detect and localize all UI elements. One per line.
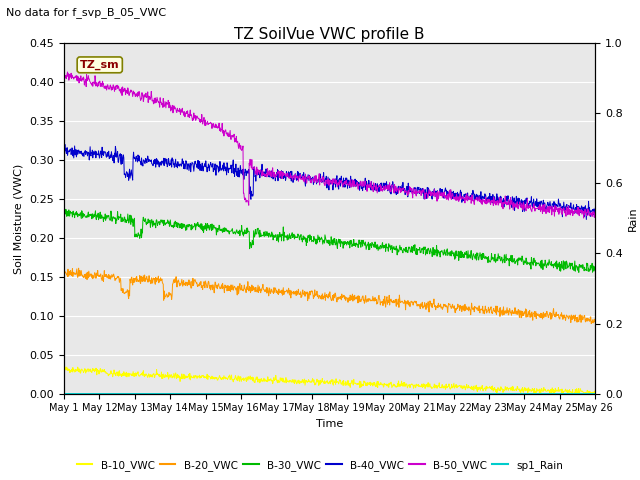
B-40_VWC — [351, 183, 358, 189]
B-40_VWC — [582, 216, 590, 222]
Text: No data for f_svp_B_05_VWC: No data for f_svp_B_05_VWC — [6, 7, 166, 18]
B-20_VWC — [588, 321, 595, 326]
B-30_VWC — [60, 212, 68, 217]
B-30_VWC — [62, 206, 70, 212]
B-30_VWC — [575, 269, 582, 275]
B-30_VWC — [239, 233, 247, 239]
B-50_VWC — [60, 70, 68, 76]
X-axis label: Time: Time — [316, 419, 343, 429]
Title: TZ SoilVue VWC profile B: TZ SoilVue VWC profile B — [234, 27, 425, 42]
B-10_VWC — [291, 377, 299, 383]
B-50_VWC — [150, 98, 158, 104]
B-50_VWC — [580, 215, 588, 221]
B-20_VWC — [239, 288, 247, 294]
Legend: B-10_VWC, B-20_VWC, B-30_VWC, B-40_VWC, B-50_VWC, sp1_Rain: B-10_VWC, B-20_VWC, B-30_VWC, B-40_VWC, … — [72, 456, 568, 475]
B-10_VWC — [591, 388, 599, 394]
B-20_VWC — [150, 276, 158, 282]
B-10_VWC — [131, 373, 139, 379]
sp1_Rain — [339, 391, 347, 396]
sp1_Rain — [239, 391, 247, 396]
B-40_VWC — [61, 142, 68, 147]
sp1_Rain — [131, 391, 138, 396]
sp1_Rain — [150, 391, 157, 396]
sp1_Rain — [291, 391, 298, 396]
B-50_VWC — [340, 181, 348, 187]
Line: B-10_VWC: B-10_VWC — [64, 367, 595, 394]
B-20_VWC — [591, 317, 599, 323]
B-10_VWC — [150, 371, 158, 377]
B-10_VWC — [530, 391, 538, 396]
Y-axis label: Rain: Rain — [628, 206, 638, 231]
B-20_VWC — [340, 294, 348, 300]
B-50_VWC — [351, 183, 358, 189]
B-50_VWC — [239, 190, 247, 196]
B-50_VWC — [131, 92, 139, 97]
B-50_VWC — [64, 69, 72, 75]
B-40_VWC — [150, 157, 158, 163]
B-30_VWC — [131, 234, 139, 240]
B-50_VWC — [291, 177, 299, 182]
B-30_VWC — [291, 233, 299, 239]
B-30_VWC — [340, 241, 348, 247]
B-10_VWC — [63, 364, 70, 370]
B-40_VWC — [239, 166, 247, 172]
B-20_VWC — [75, 265, 83, 271]
B-40_VWC — [291, 174, 299, 180]
B-10_VWC — [60, 366, 68, 372]
B-10_VWC — [351, 380, 358, 386]
B-40_VWC — [131, 155, 139, 160]
B-30_VWC — [351, 242, 358, 248]
B-20_VWC — [131, 276, 139, 282]
B-40_VWC — [340, 175, 348, 181]
B-40_VWC — [60, 150, 68, 156]
B-20_VWC — [60, 270, 68, 276]
sp1_Rain — [591, 391, 599, 396]
B-30_VWC — [150, 222, 158, 228]
Y-axis label: Soil Moisture (VWC): Soil Moisture (VWC) — [14, 163, 24, 274]
Line: B-20_VWC: B-20_VWC — [64, 268, 595, 324]
B-20_VWC — [351, 292, 358, 298]
Line: B-40_VWC: B-40_VWC — [64, 144, 595, 219]
Text: TZ_sm: TZ_sm — [80, 60, 120, 70]
B-30_VWC — [591, 267, 599, 273]
sp1_Rain — [350, 391, 358, 396]
B-10_VWC — [340, 378, 348, 384]
Line: B-30_VWC: B-30_VWC — [64, 209, 595, 272]
sp1_Rain — [60, 391, 68, 396]
Line: B-50_VWC: B-50_VWC — [64, 72, 595, 218]
B-20_VWC — [291, 291, 299, 297]
B-50_VWC — [591, 215, 599, 220]
B-40_VWC — [591, 205, 599, 211]
B-10_VWC — [239, 375, 247, 381]
